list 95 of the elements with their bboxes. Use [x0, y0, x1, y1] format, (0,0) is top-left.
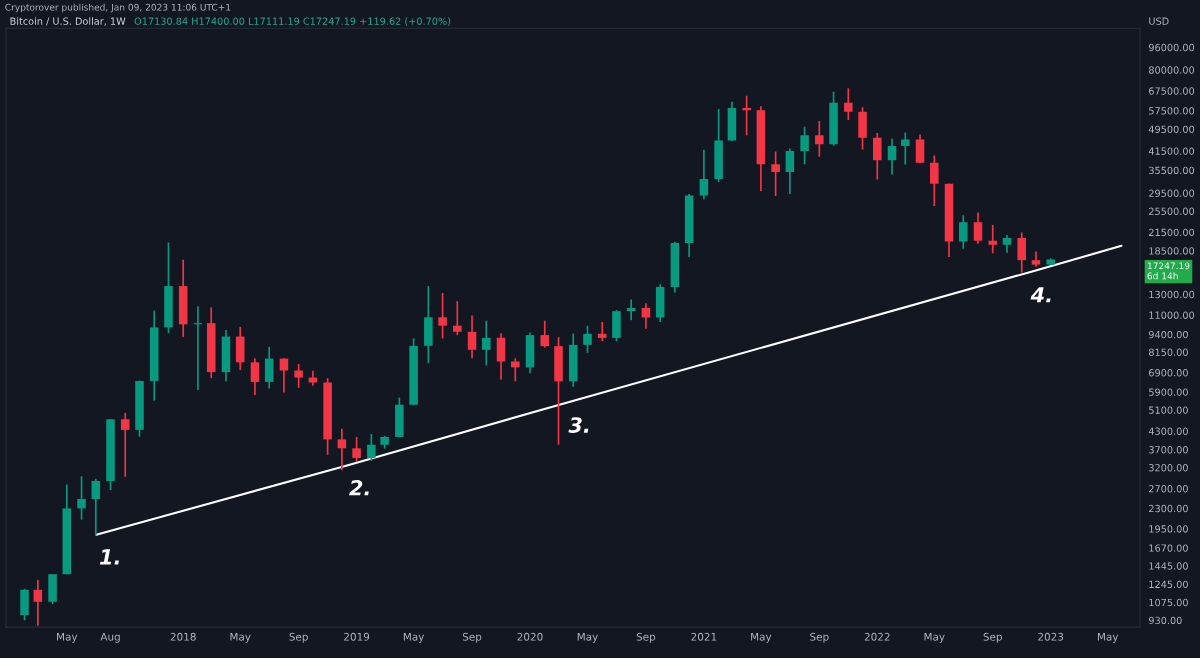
y-tick-label: 5900.00 — [1149, 388, 1188, 396]
x-tick-label: 2022 — [864, 632, 890, 641]
x-tick-label: 2019 — [344, 632, 370, 641]
x-tick-label: 2023 — [1038, 632, 1064, 641]
candlestick — [771, 150, 780, 197]
x-tick-label: May — [577, 632, 598, 643]
y-tick-label: 3700.00 — [1149, 446, 1188, 454]
candlestick — [511, 357, 520, 383]
y-tick-label: 57500.00 — [1149, 107, 1195, 115]
x-tick-label: May — [230, 632, 251, 643]
x-tick-label: May — [751, 632, 772, 643]
x-tick-label: 2020 — [517, 632, 543, 641]
y-tick-label: 2700.00 — [1149, 485, 1188, 493]
x-tick-label: Sep — [289, 632, 308, 643]
candlestick — [887, 137, 897, 176]
y-tick-label: 1670.00 — [1149, 544, 1188, 552]
candlestick — [800, 125, 809, 165]
candlestick — [250, 357, 260, 396]
candlestick — [279, 357, 289, 394]
x-tick-label: Sep — [636, 632, 656, 643]
y-tick-label: 8150.00 — [1148, 348, 1188, 356]
y-tick-label: 35500.00 — [1149, 166, 1195, 175]
y-tick-label: 1445.00 — [1149, 562, 1188, 570]
candlestick — [973, 211, 983, 245]
candlestick — [453, 300, 462, 336]
candlestick — [815, 120, 824, 158]
y-tick-label: 21500.00 — [1149, 228, 1195, 237]
annotation: 1. — [99, 549, 119, 565]
y-tick-label: 1950.00 — [1149, 525, 1188, 533]
y-tick-label: 5100.00 — [1149, 406, 1188, 414]
x-tick-label: May — [57, 632, 78, 643]
candlestick — [1017, 231, 1026, 274]
x-tick-label: May — [403, 632, 425, 643]
candlestick — [699, 148, 709, 200]
candlestick — [915, 133, 925, 164]
y-tick-label: 49500.00 — [1148, 125, 1195, 134]
x-tick-label: May — [1097, 632, 1119, 643]
candlestick — [33, 578, 43, 627]
annotation: 4. — [1030, 287, 1051, 303]
candlestick — [844, 87, 853, 121]
line-series — [95, 244, 1123, 536]
y-axis-title: USD — [1149, 17, 1169, 25]
x-tick-label: Sep — [810, 632, 829, 643]
candlestick — [367, 433, 376, 462]
x-tick-label: Sep — [462, 632, 482, 643]
x-tick-label: Sep — [983, 632, 1002, 643]
chart-title: Bitcoin / U.S. Dollar, 1W — [10, 17, 126, 26]
candlestick — [959, 214, 968, 250]
candlestick — [930, 154, 939, 207]
candlestick — [988, 224, 997, 254]
text: Cryptorover published, Jan 09, 2023 11:06 UTC+1 — [5, 3, 231, 13]
y-tick-label: 25500.00 — [1149, 207, 1195, 215]
candlestick — [264, 346, 274, 390]
y-tick-label: 29500.00 — [1149, 189, 1195, 197]
y-tick-label: 11000.00 — [1149, 311, 1195, 319]
candlestick — [120, 412, 130, 478]
candlestick — [742, 94, 751, 137]
chart-subtitle: O17130.84 H17400.00 L17111.19 C17247.19 +119.62 (+0.70%) — [134, 17, 451, 26]
y-tick-label: 4300.00 — [1148, 427, 1188, 435]
candlestick — [785, 147, 795, 195]
annotation: 3. — [568, 417, 589, 433]
annotation: 2. — [349, 479, 369, 496]
y-tick-label: 1075.00 — [1149, 598, 1188, 607]
y-tick-label: 2300.00 — [1149, 504, 1188, 513]
y-tick-label: 930.00 — [1148, 616, 1182, 625]
y-tick-label: 13000.00 — [1149, 290, 1195, 299]
x-tick-label: May — [924, 632, 945, 643]
y-tick-label: 6900.00 — [1149, 369, 1188, 377]
y-tick-label: 3200.00 — [1149, 464, 1188, 472]
candlestick — [583, 324, 592, 354]
candlestick — [337, 427, 347, 472]
candlestick — [540, 319, 550, 349]
y-tick-label: 1245.00 — [1149, 580, 1188, 589]
candlestick — [597, 321, 607, 343]
candlestick — [641, 302, 651, 330]
y-tick-label: 67500.00 — [1149, 87, 1195, 95]
x-tick-label: 2021 — [691, 632, 717, 641]
y-tick-label: 96000.00 — [1148, 43, 1195, 52]
y-tick-label: 41500.00 — [1148, 147, 1195, 155]
candlestick — [438, 292, 447, 340]
x-tick-label: 2018 — [170, 632, 196, 641]
x-tick-label: Aug — [100, 632, 120, 643]
candlestick — [91, 478, 101, 537]
text: 17247.19 6d 14h — [1147, 262, 1190, 280]
candlestick — [467, 314, 477, 360]
y-tick-label: 18500.00 — [1149, 247, 1195, 255]
candlestick — [482, 319, 491, 367]
candlestick — [352, 436, 361, 463]
y-tick-label: 9400.00 — [1148, 330, 1188, 339]
candlestick — [294, 363, 303, 389]
candlestick — [496, 332, 506, 381]
candlestick — [77, 475, 86, 521]
y-tick-label: 80000.00 — [1148, 66, 1195, 74]
candlestick — [873, 132, 882, 181]
candlestick — [901, 131, 910, 166]
